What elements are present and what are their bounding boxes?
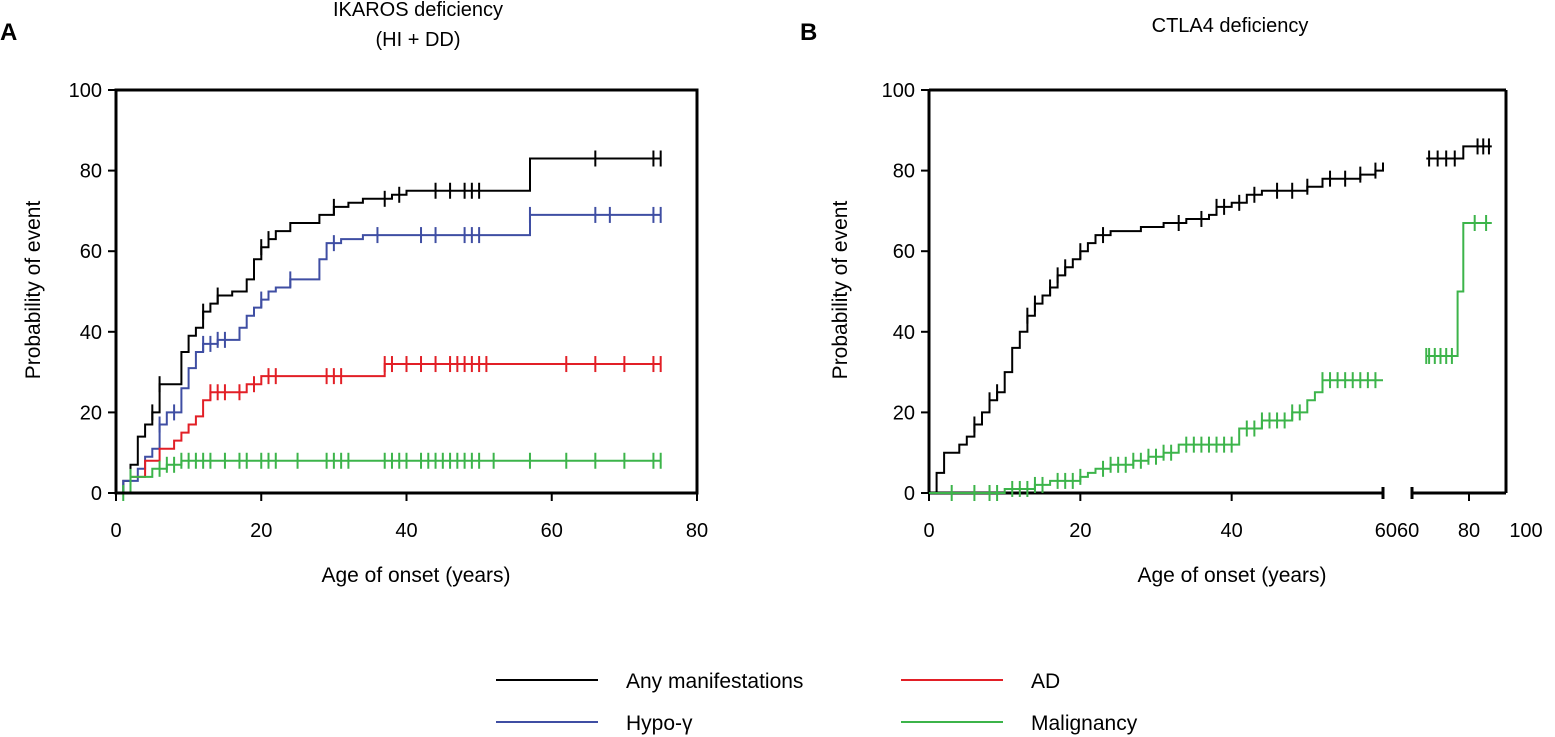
panel-b-series-any-manifestations-line-right — [1426, 145, 1492, 160]
panel-a-series-ad-line — [116, 363, 661, 494]
panel-a-x-tick-label: 80 — [686, 520, 708, 542]
panel-a-plot: 0 20 40 60 80 100 0 20 40 60 80 — [69, 80, 709, 542]
panel-a-plot-frame — [114, 88, 699, 495]
panel-a-y-axis-title: Probability of event — [22, 201, 45, 380]
legend-label-ad: AD — [1031, 670, 1060, 693]
panel-a-title: IKAROS deficiency — [333, 0, 503, 21]
panel-b-plot: 0 20 40 60 80 100 0 20 40 6060 80 100 — [882, 80, 1543, 542]
panel-b-y-tick-label: 20 — [893, 402, 915, 424]
panel-a-series-malignancy-line — [116, 459, 661, 494]
panel-a-y-tick-label: 20 — [80, 402, 102, 424]
panel-b-series-any-manifestations-line-left — [929, 162, 1384, 494]
panel-b-title: CTLA4 deficiency — [1152, 15, 1309, 37]
panel-b-x-tick-label: 20 — [1069, 520, 1091, 542]
panel-b-y-axis-title: Probability of event — [829, 201, 852, 380]
legend-label-malignancy: Malignancy — [1031, 712, 1138, 735]
legend-label-any-manifestations: Any manifestations — [626, 670, 803, 693]
panel-b-letter: B — [800, 19, 817, 46]
panel-b-x-tick-label: 100 — [1509, 520, 1542, 542]
legend: Any manifestations AD Hypo-γ Malignancy — [496, 670, 1138, 735]
legend-label-hypo-gamma: Hypo-γ — [626, 712, 693, 735]
panel-a-subtitle: (HI + DD) — [376, 29, 461, 51]
panel-b-y-tick-label: 80 — [893, 161, 915, 183]
panel-a-y-tick-label: 80 — [80, 161, 102, 183]
panel-b-x-tick-label: 40 — [1221, 520, 1243, 542]
panel-b-y-tick-label: 0 — [904, 483, 915, 505]
panel-b-y-tick-label: 100 — [882, 80, 915, 102]
panel-a-y-tick-label: 60 — [80, 241, 102, 263]
panel-b-y-tick-label: 40 — [893, 322, 915, 344]
panel-b: B CTLA4 deficiency 0 20 40 60 80 100 0 20 40 6060… — [800, 15, 1543, 587]
panel-a-y-tick-label: 40 — [80, 322, 102, 344]
panel-b-x-tick-label: 80 — [1458, 520, 1480, 542]
panel-a-x-tick-label: 60 — [541, 520, 563, 542]
panel-a-x-tick-label: 20 — [250, 520, 272, 542]
panel-a-series-hypo-line — [116, 213, 661, 494]
panel-a-y-tick-label: 0 — [91, 483, 102, 505]
panel-a-series-any-manifestations-line — [116, 157, 661, 494]
panel-a: A IKAROS deficiency (HI + DD) 0 20 40 60 80 1… — [0, 0, 708, 587]
panel-a-x-axis-title: Age of onset (years) — [321, 564, 510, 587]
panel-b-series-malignancy-line-right — [1426, 222, 1492, 357]
panel-a-x-tick-label: 0 — [110, 520, 121, 542]
panel-a-x-tick-label: 40 — [395, 520, 417, 542]
panel-a-y-tick-label: 100 — [69, 80, 102, 102]
panel-b-x-tick-label: 0 — [923, 520, 934, 542]
panel-b-x-tick-label: 6060 — [1375, 520, 1420, 542]
panel-a-letter: A — [0, 19, 17, 46]
panel-b-x-axis-title: Age of onset (years) — [1137, 564, 1326, 587]
panel-b-y-tick-label: 60 — [893, 241, 915, 263]
